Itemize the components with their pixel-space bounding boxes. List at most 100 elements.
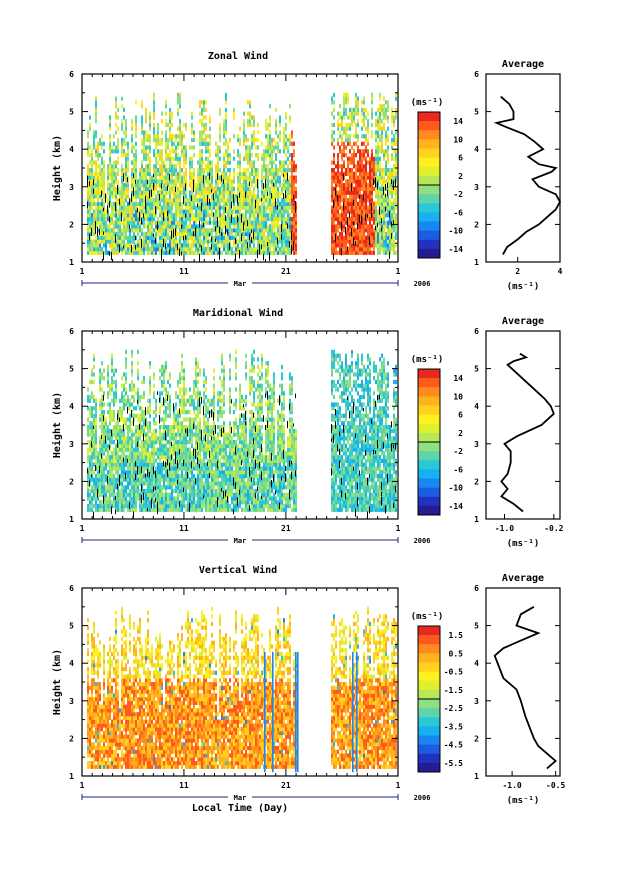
heatmap-cell [205, 190, 207, 195]
heatmap-cell [123, 447, 125, 452]
heatmap-cell [257, 228, 259, 233]
heatmap-cell [229, 156, 231, 161]
heatmap-cell [131, 160, 133, 165]
heatmap-cell [179, 119, 181, 124]
heatmap-cell [145, 239, 147, 244]
heatmap-cell [161, 179, 163, 184]
heatmap-cell [283, 250, 285, 255]
heatmap-cell [101, 440, 103, 445]
heatmap-cell [239, 183, 241, 188]
heatmap-cell [157, 160, 159, 165]
heatmap-cell [91, 224, 93, 229]
heatmap-cell [119, 443, 121, 448]
heatmap-cell [87, 432, 89, 437]
heatmap-cell [339, 190, 341, 195]
heatmap-cell [141, 168, 143, 173]
heatmap-cell [93, 451, 95, 456]
heatmap-cell [389, 179, 391, 184]
heatmap-cell [165, 228, 167, 233]
heatmap-cell [167, 231, 169, 237]
heatmap-cell [365, 243, 367, 248]
heatmap-cell [241, 228, 243, 233]
heatmap-cell [183, 149, 185, 154]
heatmap-cell [129, 398, 131, 403]
heatmap-cell [393, 201, 395, 206]
heatmap-cell [103, 504, 105, 509]
heatmap-cell [359, 235, 361, 240]
heatmap-cell [107, 379, 109, 385]
heatmap-cell [337, 224, 339, 229]
heatmap-cell [87, 186, 89, 191]
heatmap-cell [131, 171, 133, 176]
heatmap-cell [197, 183, 199, 188]
heatmap-cell [353, 119, 355, 124]
contour-mark [211, 237, 212, 242]
heatmap-cell [203, 115, 205, 120]
heatmap-cell [127, 492, 129, 497]
heatmap-cell [217, 179, 219, 184]
heatmap-cell [109, 496, 111, 501]
heatmap-cell [281, 231, 283, 237]
heatmap-cell [287, 183, 289, 188]
heatmap-cell [387, 119, 389, 124]
heatmap-cell [373, 201, 375, 206]
heatmap-cell [279, 115, 281, 120]
heatmap-cell [363, 179, 365, 184]
heatmap-cell [235, 228, 237, 233]
heatmap-cell [285, 126, 287, 131]
heatmap-cell [125, 372, 127, 377]
heatmap-cell [125, 470, 127, 475]
heatmap-cell [215, 153, 217, 158]
heatmap-cell [269, 141, 271, 146]
heatmap-cell [223, 156, 225, 161]
heatmap-cell [119, 239, 121, 244]
heatmap-cell [249, 119, 251, 124]
heatmap-cell [107, 488, 109, 494]
heatmap-cell [115, 175, 117, 180]
heatmap-cell [89, 473, 91, 479]
heatmap-cell [263, 220, 265, 225]
heatmap-cell [145, 175, 147, 180]
heatmap-cell [347, 96, 349, 101]
heatmap-cell [261, 216, 263, 222]
heatmap-cell [153, 209, 155, 214]
heatmap-cell [265, 168, 267, 173]
heatmap-cell [199, 243, 201, 248]
heatmap-cell [133, 205, 135, 210]
heatmap-cell [251, 122, 253, 128]
heatmap-cell [283, 243, 285, 248]
heatmap-cell [257, 137, 259, 143]
contour-mark [221, 232, 222, 236]
heatmap-cell [199, 130, 201, 135]
heatmap-cell [387, 160, 389, 165]
heatmap-cell [389, 231, 391, 237]
heatmap-cell [235, 205, 237, 210]
heatmap-cell [207, 141, 209, 146]
heatmap-cell [359, 231, 361, 237]
heatmap-cell [141, 250, 143, 255]
heatmap-cell [389, 243, 391, 248]
heatmap-cell [179, 164, 181, 169]
heatmap-cell [337, 111, 339, 116]
heatmap-cell [143, 239, 145, 244]
heatmap-cell [185, 228, 187, 233]
heatmap-cell [333, 220, 335, 225]
heatmap-cell [123, 394, 125, 400]
heatmap-cell [141, 213, 143, 218]
heatmap-cell [379, 111, 381, 116]
heatmap-cell [255, 228, 257, 233]
heatmap-cell [117, 425, 119, 430]
heatmap-cell [201, 130, 203, 135]
heatmap-cell [179, 209, 181, 214]
heatmap-cell [213, 228, 215, 233]
heatmap-cell [275, 122, 277, 128]
heatmap-cell [255, 213, 257, 218]
heatmap-cell [359, 149, 361, 154]
heatmap-cell [359, 243, 361, 248]
heatmap-cell [129, 383, 131, 388]
heatmap-cell [287, 216, 289, 222]
heatmap-cell [341, 168, 343, 173]
heatmap-cell [239, 198, 241, 203]
heatmap-cell [375, 228, 377, 233]
heatmap-cell [355, 235, 357, 240]
